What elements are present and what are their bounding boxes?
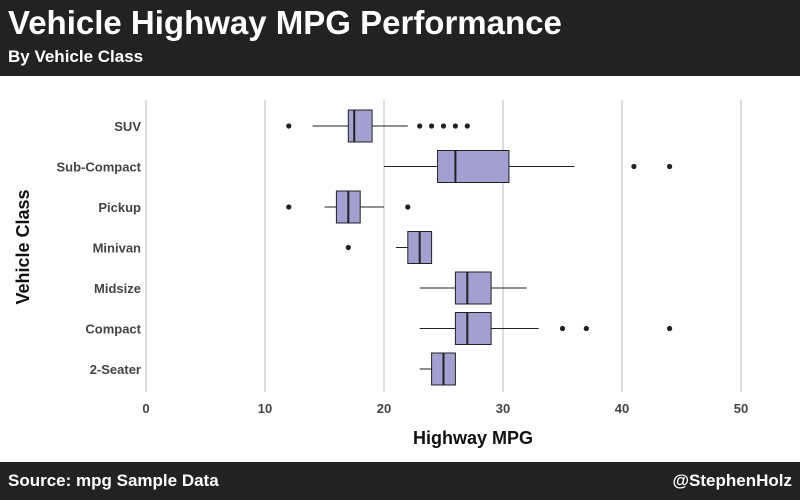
iqr-box <box>347 109 373 143</box>
source-credit: Source: mpg Sample Data <box>8 471 219 490</box>
box-suv <box>286 109 470 143</box>
footer-bar: Source: mpg Sample Data @StephenHolz <box>0 462 800 500</box>
outlier-point <box>440 123 447 129</box>
gridlines <box>145 100 742 392</box>
y-axis-title: Vehicle Class <box>13 189 33 304</box>
outlier-point <box>559 325 566 332</box>
outlier-point <box>452 123 458 129</box>
box-sub-compact <box>384 150 673 183</box>
chart-title: Vehicle Highway MPG Performance <box>8 4 562 41</box>
outlier-point <box>631 163 637 170</box>
outlier-point <box>667 163 673 170</box>
y-category-label: Sub-Compact <box>57 160 142 175</box>
outlier-point <box>286 123 292 129</box>
outlier-point <box>583 325 589 332</box>
outlier-point <box>286 204 292 210</box>
x-axis-title: Highway MPG <box>413 428 533 448</box>
outlier-point <box>667 325 673 332</box>
box-minivan <box>345 231 433 264</box>
outlier-point <box>429 123 435 129</box>
iqr-box <box>437 150 510 183</box>
y-category-label: Pickup <box>98 200 141 215</box>
box-pickup <box>286 190 411 224</box>
outlier-point <box>405 204 411 210</box>
outlier-point <box>417 123 423 129</box>
x-tick-labels: 0 10 20 30 40 50 <box>142 401 748 416</box>
y-category-label: Midsize <box>94 281 141 296</box>
iqr-box <box>454 312 492 345</box>
x-tick-label: 10 <box>258 401 272 416</box>
y-category-label: Minivan <box>93 241 141 256</box>
author-handle: @StephenHolz <box>672 471 792 490</box>
x-tick-label: 40 <box>615 401 629 416</box>
boxplot-chart: 0 10 20 30 40 50 SUV Sub-Compact Pickup Minivan M… <box>13 100 748 448</box>
x-tick-label: 30 <box>496 401 510 416</box>
y-category-label: SUV <box>114 119 141 134</box>
box-midsize <box>419 271 527 305</box>
y-category-label: 2-Seater <box>90 362 141 377</box>
header-bar: Vehicle Highway MPG Performance By Vehic… <box>0 0 800 76</box>
box-2-seater <box>419 352 456 386</box>
chart-subtitle: By Vehicle Class <box>8 47 144 66</box>
outlier-point <box>464 123 470 129</box>
box-compact <box>419 312 673 345</box>
x-tick-label: 50 <box>734 401 748 416</box>
y-category-labels: SUV Sub-Compact Pickup Minivan Midsize Compac… <box>57 119 142 377</box>
iqr-box <box>454 271 492 305</box>
y-category-label: Compact <box>85 322 141 337</box>
outlier-point <box>345 244 351 251</box>
x-tick-label: 20 <box>377 401 391 416</box>
boxes <box>286 109 673 386</box>
x-tick-label: 0 <box>142 401 149 416</box>
